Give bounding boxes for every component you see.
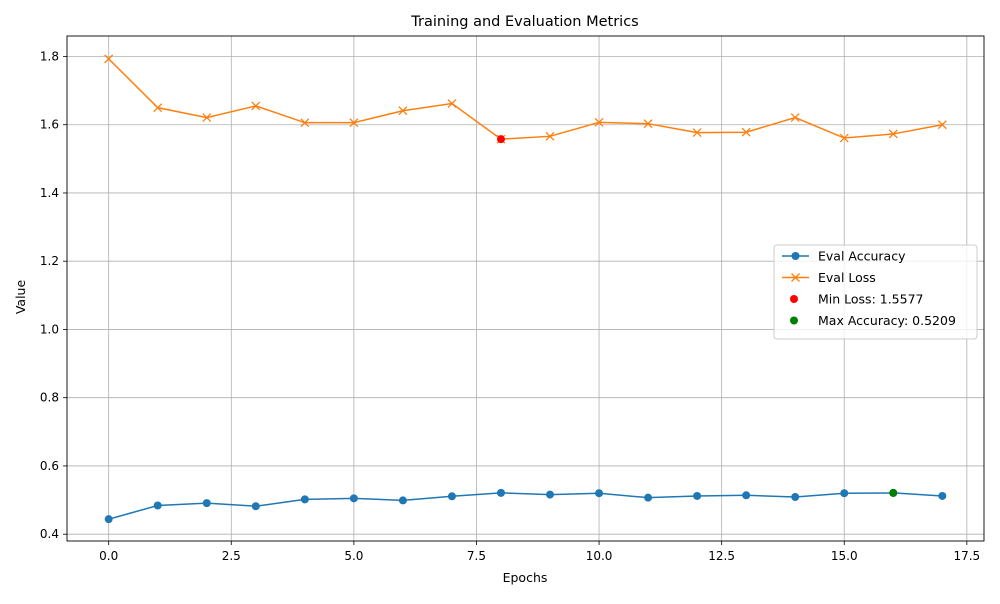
data-point-eval-accuracy bbox=[398, 496, 407, 505]
legend-marker-eval-loss bbox=[791, 273, 800, 282]
data-point-eval-loss bbox=[790, 113, 800, 123]
data-point-eval-loss bbox=[153, 103, 163, 113]
data-point-eval-accuracy bbox=[693, 491, 702, 500]
data-point-eval-loss bbox=[398, 106, 408, 116]
data-point-eval-accuracy bbox=[153, 501, 162, 510]
x-tick-label: 15.0 bbox=[831, 549, 858, 563]
data-point-eval-accuracy bbox=[447, 492, 456, 501]
y-tick-label: 1.2 bbox=[40, 254, 59, 268]
series-layer bbox=[104, 54, 947, 524]
x-tick-label: 12.5 bbox=[708, 549, 735, 563]
data-point-eval-loss bbox=[839, 133, 849, 143]
data-point-eval-accuracy bbox=[791, 492, 800, 501]
legend-marker-eval-accuracy bbox=[791, 252, 800, 260]
y-tick-label: 0.8 bbox=[40, 391, 59, 405]
data-point-eval-accuracy bbox=[202, 499, 211, 508]
y-tick-label: 1.6 bbox=[40, 118, 59, 132]
chart-title: Training and Evaluation Metrics bbox=[410, 14, 638, 30]
data-point-eval-loss bbox=[447, 99, 457, 109]
legend-marker-max-accuracy-0-5209 bbox=[790, 316, 798, 325]
data-point-eval-loss bbox=[643, 119, 653, 129]
x-tick-label: 2.5 bbox=[222, 549, 241, 563]
data-point-eval-loss bbox=[741, 127, 751, 137]
legend-label: Max Accuracy: 0.5209 bbox=[818, 313, 956, 328]
y-tick-label: 1.8 bbox=[40, 49, 59, 63]
highlight-point-min-loss bbox=[496, 135, 505, 144]
plot-frame bbox=[66, 35, 985, 542]
x-tick-label: 17.5 bbox=[953, 549, 980, 563]
data-point-eval-loss bbox=[888, 129, 898, 139]
data-point-eval-accuracy bbox=[104, 515, 113, 524]
y-tick-label: 0.6 bbox=[40, 459, 59, 473]
x-tick-label: 0.0 bbox=[99, 549, 118, 563]
series-eval-loss bbox=[104, 54, 947, 144]
y-axis-label: Value bbox=[13, 280, 28, 315]
data-point-eval-loss bbox=[349, 118, 359, 128]
data-point-eval-accuracy bbox=[300, 495, 309, 504]
legend-entry: Max Accuracy: 0.5209 bbox=[790, 313, 956, 328]
highlight-point-max-accuracy bbox=[889, 488, 898, 497]
y-tick-label: 1.0 bbox=[40, 322, 59, 336]
data-point-eval-loss bbox=[300, 118, 310, 128]
x-axis: 0.0 2.5 5.0 7.5 10.0 12.5 15.0 17.5 bbox=[99, 541, 980, 563]
data-point-eval-accuracy bbox=[742, 491, 751, 500]
y-tick-label: 1.4 bbox=[40, 186, 59, 200]
legend-label: Eval Loss bbox=[818, 270, 876, 285]
x-axis-label: Epochs bbox=[503, 570, 548, 585]
y-axis: 0.4 0.6 0.8 1.0 1.2 1.4 1.6 1.8 bbox=[40, 49, 67, 541]
data-point-eval-loss bbox=[202, 113, 212, 123]
series-line-eval-loss bbox=[108, 58, 943, 140]
data-point-eval-accuracy bbox=[349, 494, 358, 503]
legend-entry: Eval Loss bbox=[782, 270, 876, 285]
data-point-eval-accuracy bbox=[546, 490, 555, 499]
legend-label: Min Loss: 1.5577 bbox=[818, 292, 924, 307]
data-point-eval-accuracy bbox=[840, 489, 849, 498]
data-point-eval-loss bbox=[594, 117, 604, 127]
legend-box bbox=[773, 244, 978, 340]
data-point-eval-loss bbox=[545, 131, 555, 141]
data-point-eval-loss bbox=[937, 120, 947, 130]
data-point-eval-loss bbox=[692, 128, 702, 138]
data-point-eval-accuracy bbox=[251, 502, 260, 511]
data-point-eval-accuracy bbox=[496, 488, 505, 497]
legend-marker-min-loss-1-5577 bbox=[790, 295, 798, 303]
legend: Eval Accuracy Eval Loss Min Loss: 1.5577 Ma… bbox=[773, 244, 978, 340]
data-point-eval-loss bbox=[251, 101, 261, 111]
data-point-eval-accuracy bbox=[644, 493, 653, 502]
data-point-eval-accuracy bbox=[938, 491, 947, 500]
x-tick-label: 10.0 bbox=[586, 549, 613, 563]
data-point-eval-loss bbox=[104, 54, 114, 64]
y-tick-label: 0.4 bbox=[40, 527, 59, 541]
legend-label: Eval Accuracy bbox=[818, 249, 906, 264]
x-tick-label: 7.5 bbox=[467, 549, 486, 563]
x-tick-label: 5.0 bbox=[344, 549, 363, 563]
legend-entry: Eval Accuracy bbox=[782, 249, 906, 264]
series-line-eval-accuracy bbox=[108, 492, 943, 520]
legend-entry: Min Loss: 1.5577 bbox=[790, 292, 924, 307]
data-point-eval-accuracy bbox=[595, 489, 604, 498]
